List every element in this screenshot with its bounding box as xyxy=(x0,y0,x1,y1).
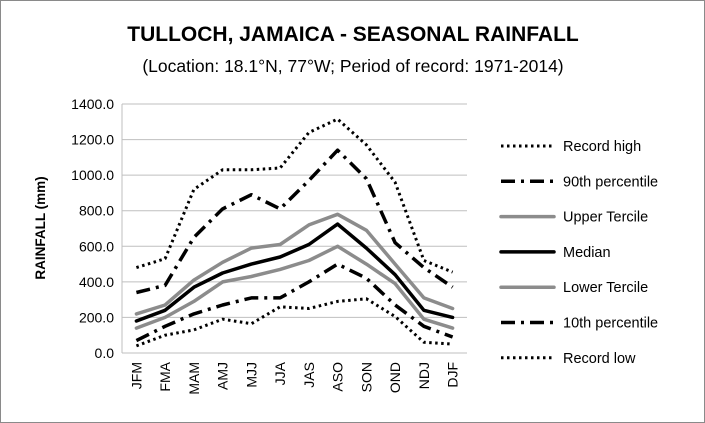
y-tick-label: 400.0 xyxy=(79,274,114,290)
x-tick-label: DJF xyxy=(445,362,461,388)
chart-title: TULLOCH, JAMAICA - SEASONAL RAINFALL xyxy=(127,23,579,46)
legend-label-median: Median xyxy=(563,245,611,261)
y-tick-label: 1400.0 xyxy=(71,96,114,112)
y-tick-label: 0.0 xyxy=(95,345,115,361)
series-line-lower-tercile xyxy=(134,244,455,330)
chart-subtitle: (Location: 18.1°N, 77°W; Period of recor… xyxy=(142,56,563,76)
series-line-record-low xyxy=(135,297,453,348)
x-tick-label: JFM xyxy=(128,362,144,389)
gridlines xyxy=(121,103,467,354)
x-tick-label: NDJ xyxy=(416,362,432,389)
legend-label-10th-percentile: 10th percentile xyxy=(563,316,658,332)
y-tick-label: 1000.0 xyxy=(71,167,114,183)
y-tick-label: 200.0 xyxy=(79,309,114,325)
x-axis-ticks: JFM FMA MAM AMJ MJJ JJA JAS ASO SON OND NDJ DJF xyxy=(128,361,460,394)
series-line-median xyxy=(134,222,455,323)
y-tick-label: 1200.0 xyxy=(71,132,114,148)
x-tick-label: MJJ xyxy=(243,362,259,388)
x-tick-label: AMJ xyxy=(215,362,231,390)
series-line-10th-percentile xyxy=(135,262,454,343)
legend-label-lower-tercile: Lower Tercile xyxy=(563,280,648,296)
legend: Record high 90th percentile Upper Tercile M… xyxy=(499,139,658,367)
y-tick-label: 600.0 xyxy=(79,238,114,254)
legend-label-upper-tercile: Upper Tercile xyxy=(563,210,648,226)
series-lines xyxy=(134,117,455,348)
x-tick-label: OND xyxy=(387,362,403,393)
y-axis-ticks: 0.0 200.0 400.0 600.0 800.0 1000.0 1200.0 1400.… xyxy=(71,96,114,361)
x-tick-label: JAS xyxy=(301,362,317,388)
legend-label-90th-percentile: 90th percentile xyxy=(563,174,658,190)
y-tick-label: 800.0 xyxy=(79,203,114,219)
x-tick-label: SON xyxy=(358,362,374,392)
x-tick-label: ASO xyxy=(330,362,346,392)
series-line-upper-tercile xyxy=(134,212,455,316)
y-axis-label: RAINFALL (mm) xyxy=(33,176,48,279)
legend-label-record-high: Record high xyxy=(563,139,641,155)
series-line-90th-percentile xyxy=(135,148,454,295)
x-tick-label: JJA xyxy=(272,361,288,385)
x-tick-label: FMA xyxy=(157,361,173,391)
series-line-record-high xyxy=(135,117,454,274)
legend-label-record-low: Record low xyxy=(563,351,636,367)
x-tick-label: MAM xyxy=(186,362,202,395)
